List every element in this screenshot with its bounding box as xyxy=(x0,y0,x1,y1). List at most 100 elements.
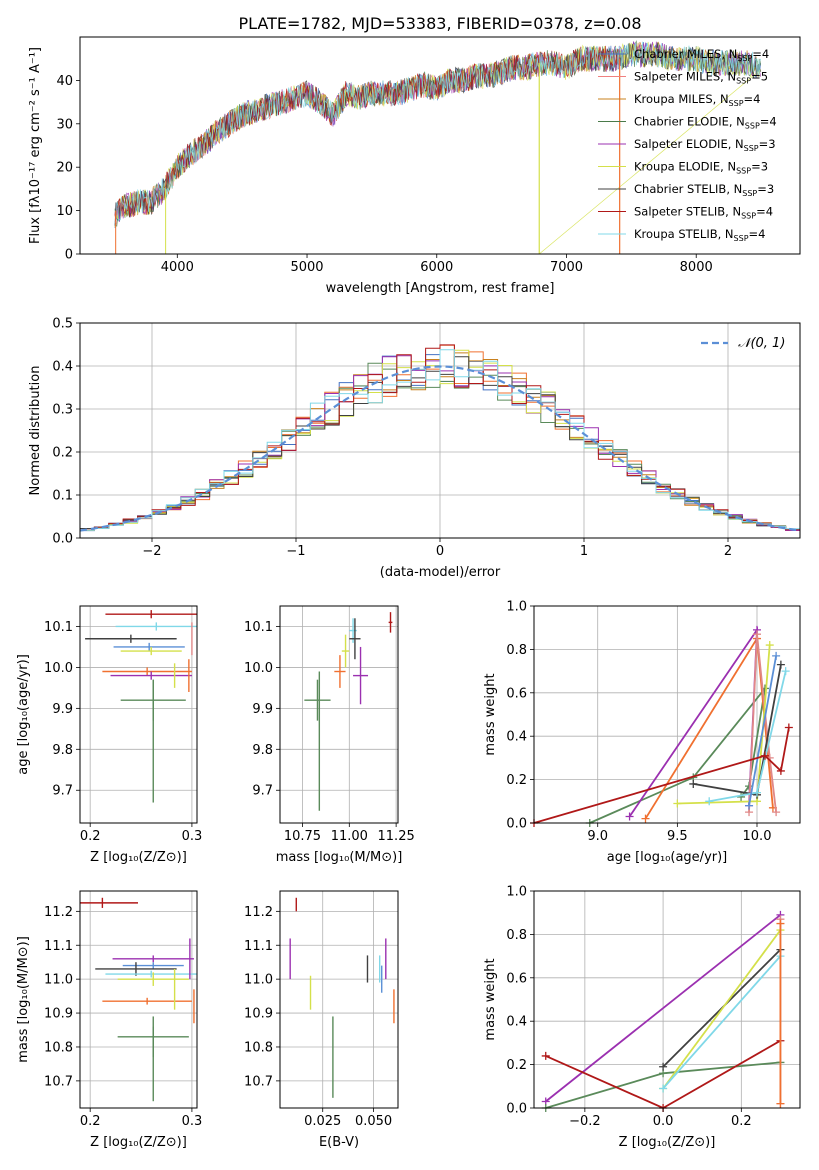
axes-frame xyxy=(79,890,198,1109)
x-tick-label: 0.3 xyxy=(182,1114,203,1129)
weight-marker xyxy=(776,1099,785,1108)
y-axis-label: mass weight xyxy=(483,673,498,755)
mass-vs-ebv-plot xyxy=(280,891,398,1108)
legend-entry: Chabrier STELIB, NSSP=3 xyxy=(634,182,774,198)
y-tick-label: 0.0 xyxy=(506,817,527,832)
weight-marker xyxy=(776,919,785,928)
y-axis-label: mass weight xyxy=(483,958,498,1040)
weight-marker xyxy=(673,799,682,808)
y-tick-label: 9.7 xyxy=(252,784,273,799)
x-tick-label: 1 xyxy=(580,544,588,559)
y-tick-label: 10.8 xyxy=(44,1040,73,1055)
legend-entry: Chabrier ELODIE, NSSP=4 xyxy=(634,115,777,131)
y-tick-label: 0.2 xyxy=(506,1058,527,1073)
x-tick-label: 11.25 xyxy=(378,829,415,844)
x-tick-label: 0.0 xyxy=(653,1114,674,1129)
weight-marker xyxy=(689,779,698,788)
spectrum-series xyxy=(114,41,762,223)
axes-frame xyxy=(279,605,399,824)
normal-curve xyxy=(79,365,801,532)
weight-line xyxy=(533,727,790,824)
legend-entry: Kroupa STELIB, NSSP=4 xyxy=(634,227,765,243)
y-tick-label: 0 xyxy=(65,248,73,263)
y-tick-label: 0.0 xyxy=(506,1102,527,1117)
residual-histogram xyxy=(79,322,801,539)
legend-entry: Kroupa ELODIE, NSSP=3 xyxy=(634,160,768,176)
weight-marker xyxy=(752,630,761,639)
y-tick-label: 11.1 xyxy=(44,939,73,954)
axes-frame xyxy=(279,890,399,1109)
x-tick-label: 6000 xyxy=(420,260,453,275)
x-tick-label: 2 xyxy=(724,544,732,559)
y-tick-label: 11.2 xyxy=(244,905,273,920)
axes-frame xyxy=(533,890,801,1109)
weight-marker xyxy=(745,801,754,810)
figure-title: PLATE=1782, MJD=53383, FIBERID=0378, z=0… xyxy=(238,14,641,33)
x-axis-label: Z [log₁₀(Z/Z⊙)] xyxy=(619,1135,716,1150)
legend-entry: Kroupa MILES, NSSP=4 xyxy=(634,92,760,108)
y-tick-label: 10.1 xyxy=(44,620,73,635)
x-tick-label: 5000 xyxy=(290,260,323,275)
y-tick-label: 0.2 xyxy=(52,446,73,461)
y-tick-label: 0.3 xyxy=(52,403,73,418)
x-tick-label: 7000 xyxy=(550,260,583,275)
y-tick-label: 1.0 xyxy=(506,885,527,900)
y-tick-label: 10 xyxy=(56,204,73,219)
x-axis-label: wavelength [Angstrom, rest frame] xyxy=(326,281,555,296)
weight-marker xyxy=(705,797,714,806)
weight-vs-age-plot xyxy=(530,605,800,827)
x-tick-label: 4000 xyxy=(161,260,194,275)
y-tick-label: 10.1 xyxy=(244,620,273,635)
y-axis-label: mass [log₁₀(M/M⊙)] xyxy=(16,936,31,1063)
weight-line xyxy=(644,635,774,820)
x-tick-label: 0.025 xyxy=(304,1114,341,1129)
x-tick-label: 11.00 xyxy=(331,829,368,844)
weight-marker xyxy=(772,808,781,817)
weight-marker xyxy=(659,1084,668,1093)
weight-marker xyxy=(776,766,785,775)
axes-frame xyxy=(79,36,801,255)
y-tick-label: 40 xyxy=(56,74,73,89)
y-tick-label: 10.8 xyxy=(244,1040,273,1055)
age-vs-mass-plot xyxy=(280,606,398,823)
histogram-series xyxy=(80,344,800,531)
x-tick-label: 0.3 xyxy=(182,829,203,844)
y-tick-label: 0.0 xyxy=(52,532,73,547)
y-tick-label: 9.9 xyxy=(52,702,73,717)
y-tick-label: 0.6 xyxy=(506,971,527,986)
weight-marker xyxy=(541,1051,550,1060)
legend-entry: Salpeter STELIB, NSSP=4 xyxy=(634,205,773,221)
y-tick-label: 11.0 xyxy=(44,973,73,988)
x-tick-label: 9.5 xyxy=(667,829,688,844)
y-tick-label: 10.9 xyxy=(244,1007,273,1022)
x-tick-label: −1 xyxy=(286,544,305,559)
y-axis-label: Normed distribution xyxy=(28,366,43,496)
y-tick-label: 0.5 xyxy=(52,317,73,332)
y-tick-label: 0.4 xyxy=(506,730,527,745)
weight-line xyxy=(693,664,782,796)
y-tick-label: 9.9 xyxy=(252,702,273,717)
mass-vs-z-plot xyxy=(80,891,197,1108)
y-axis-label: age [log₁₀(age/yr)] xyxy=(16,654,31,775)
y-tick-label: 0.8 xyxy=(506,643,527,658)
weight-marker xyxy=(760,751,769,760)
weight-vs-z-plot xyxy=(534,890,800,1112)
legend-entry: 𝒩(0, 1) xyxy=(738,336,785,351)
weight-marker xyxy=(625,812,634,821)
y-tick-label: 9.8 xyxy=(252,743,273,758)
y-tick-label: 0.1 xyxy=(52,489,73,504)
weight-marker xyxy=(784,723,793,732)
y-tick-label: 10.7 xyxy=(244,1074,273,1089)
y-tick-label: 0.6 xyxy=(506,686,527,701)
x-tick-label: 0.050 xyxy=(355,1114,392,1129)
x-tick-label: −0.2 xyxy=(569,1114,601,1129)
x-tick-label: 0.2 xyxy=(731,1114,752,1129)
spectrum-lines xyxy=(114,40,762,254)
weight-marker xyxy=(659,1062,668,1071)
x-tick-label: 10.75 xyxy=(284,829,321,844)
spectrum-series xyxy=(114,45,620,225)
x-axis-label: age [log₁₀(age/yr)] xyxy=(607,850,728,865)
legend-entry: Chabrier MILES, NSSP=4 xyxy=(634,47,769,63)
y-tick-label: 0.4 xyxy=(52,360,73,375)
y-tick-label: 0.8 xyxy=(506,928,527,943)
